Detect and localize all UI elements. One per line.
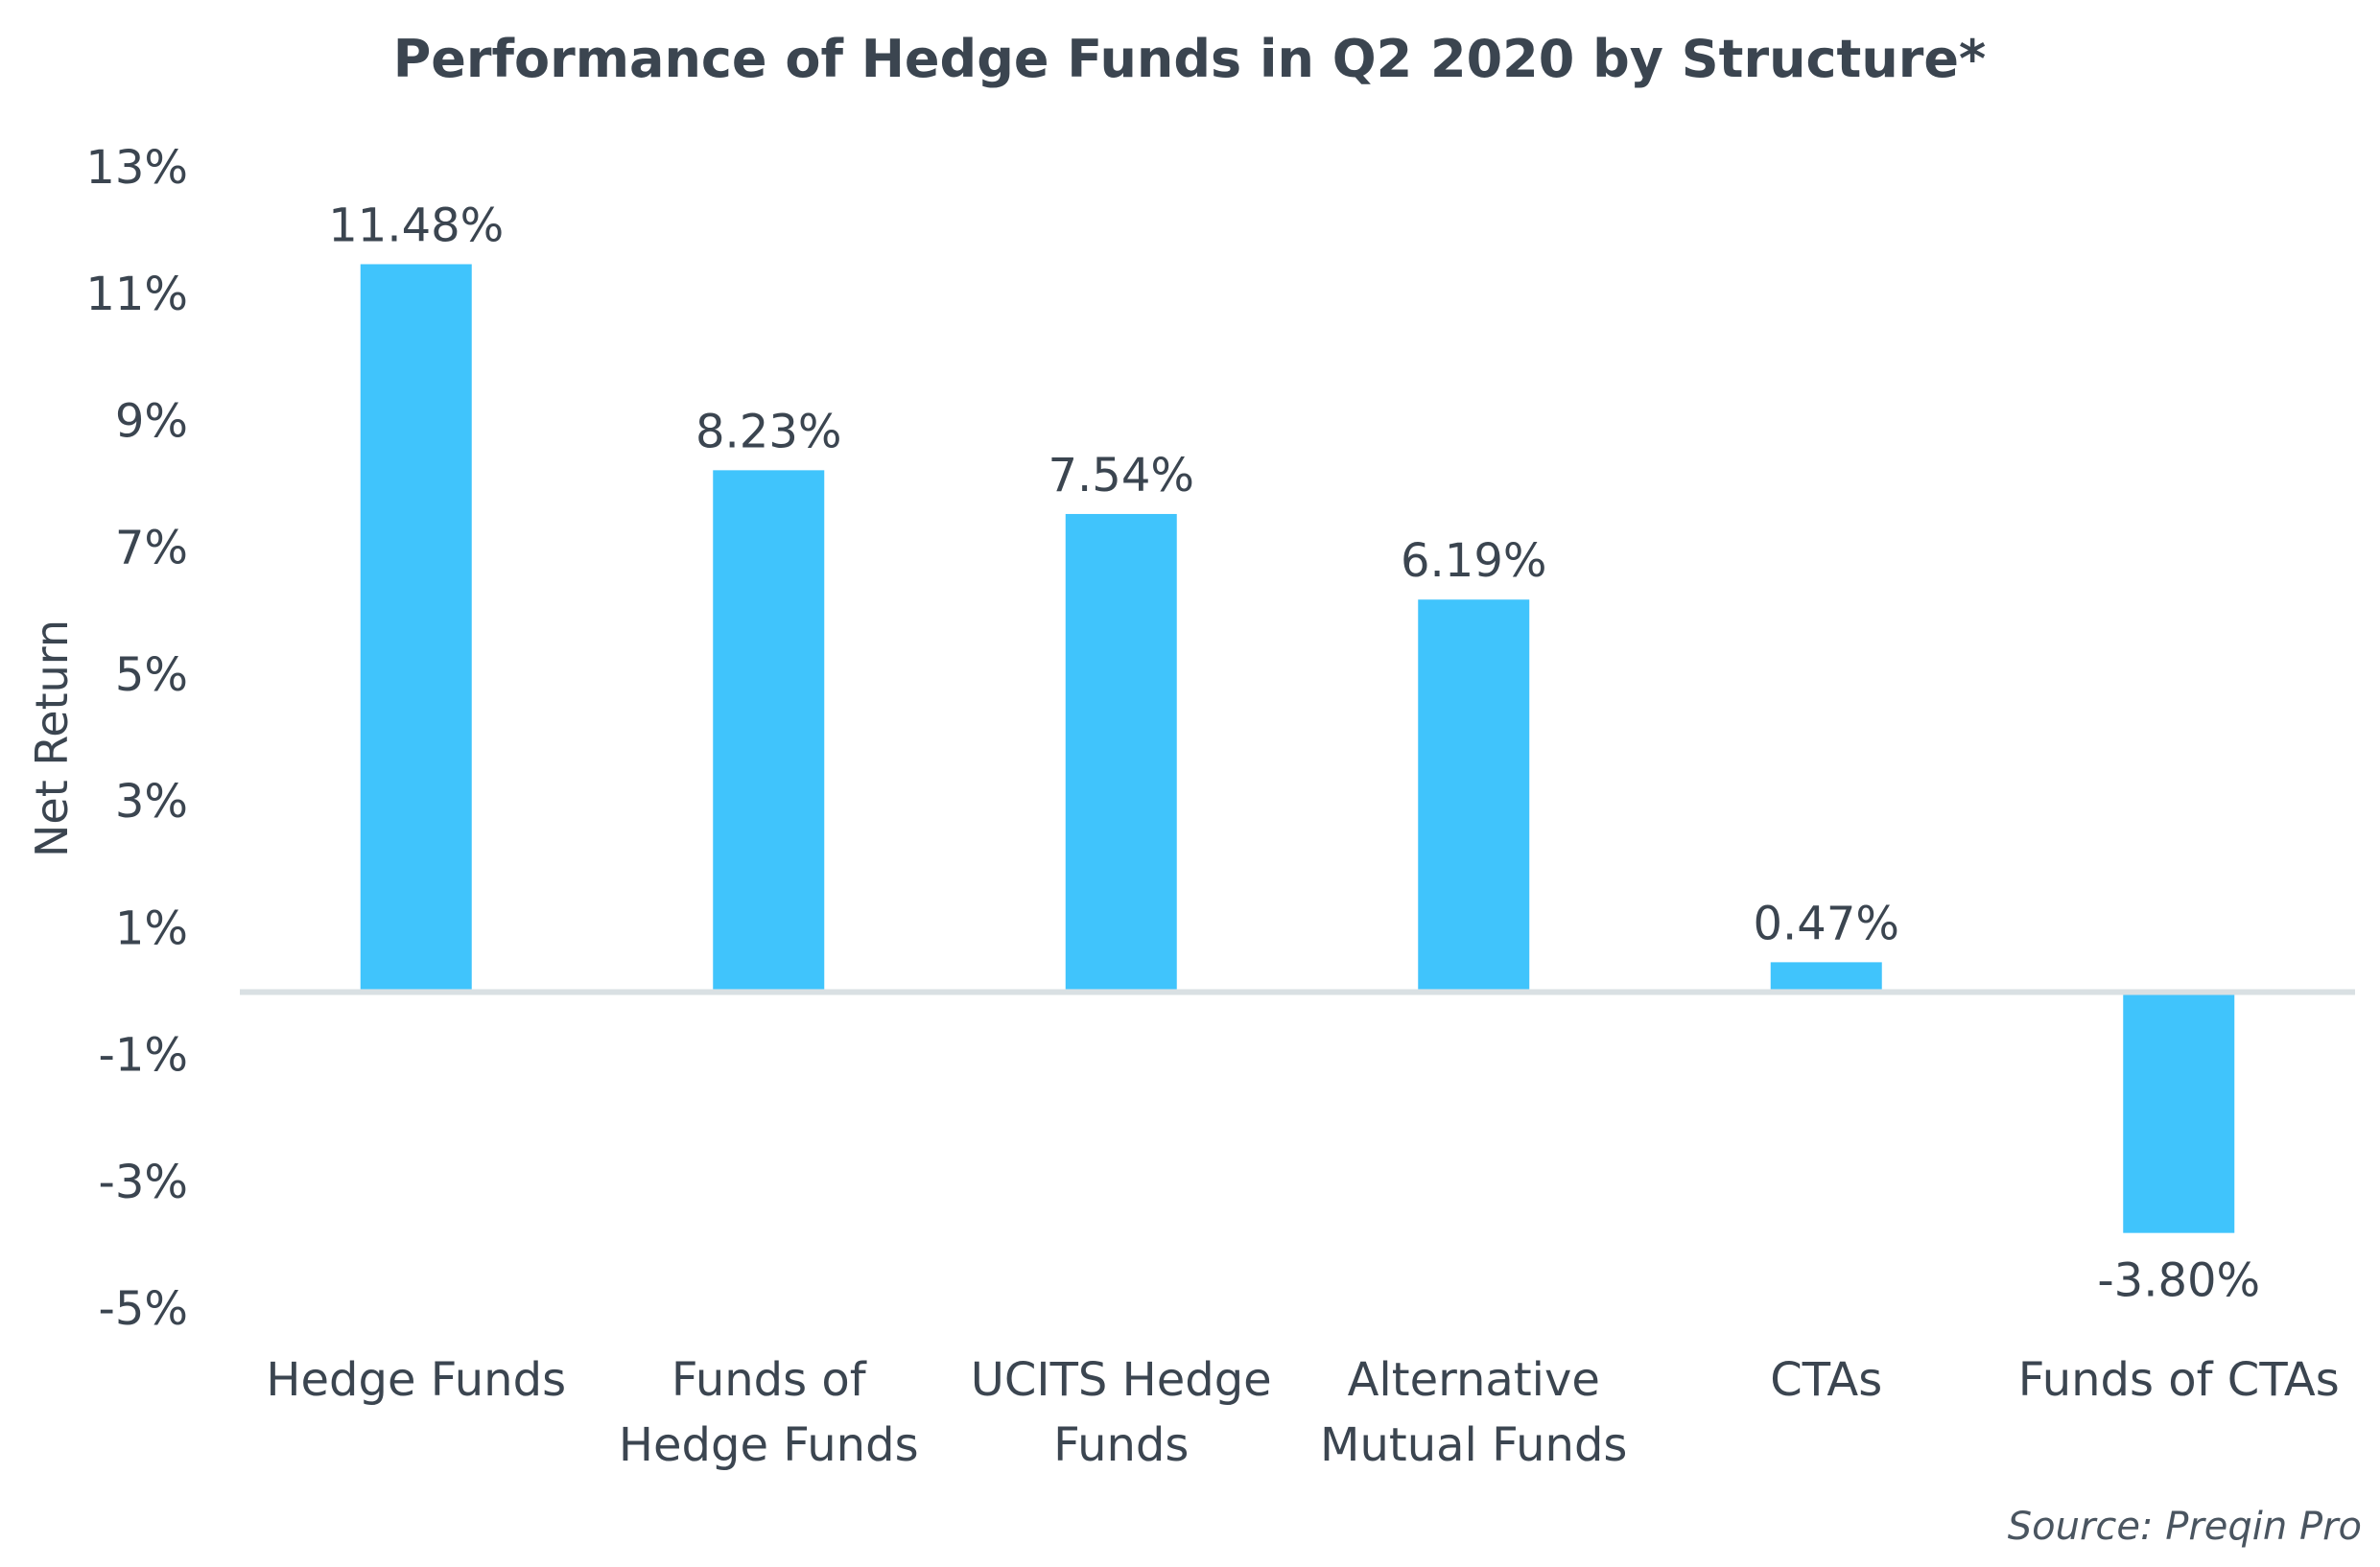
category-label: Hedge Funds bbox=[619, 1418, 919, 1472]
category-label: Alternative bbox=[1348, 1353, 1600, 1407]
source-note: Source: Preqin Pro bbox=[2008, 1505, 2362, 1549]
y-tick-label: -1% bbox=[99, 1029, 188, 1083]
y-tick-label: 3% bbox=[115, 775, 188, 829]
y-tick-label: 1% bbox=[115, 901, 188, 955]
y-tick-label: 5% bbox=[115, 648, 188, 702]
bar bbox=[713, 470, 825, 990]
bar bbox=[1418, 599, 1530, 990]
category-label: UCITS Hedge bbox=[971, 1353, 1272, 1407]
category-labels: Hedge Funds Funds of Hedge Funds UCITS Hedg… bbox=[266, 1353, 2339, 1472]
data-label: 11.48% bbox=[328, 199, 504, 252]
y-axis-ticks: 13% 11% 9% 7% 5% 3% 1% -1% -3% -5% bbox=[85, 141, 188, 1336]
data-label: 8.23% bbox=[695, 405, 841, 458]
y-tick-label: 13% bbox=[85, 141, 188, 195]
bar bbox=[2123, 994, 2235, 1233]
y-tick-label: 11% bbox=[85, 268, 188, 321]
data-label: 6.19% bbox=[1401, 534, 1546, 588]
y-tick-label: 9% bbox=[115, 394, 188, 448]
data-label: -3.80% bbox=[2097, 1254, 2260, 1308]
bar bbox=[1770, 962, 1882, 990]
y-tick-label: -5% bbox=[99, 1282, 188, 1336]
category-label: Hedge Funds bbox=[266, 1353, 566, 1407]
chart-title: Performance of Hedge Funds in Q2 2020 by… bbox=[393, 29, 1987, 89]
y-tick-label: -3% bbox=[99, 1156, 188, 1209]
data-label: 0.47% bbox=[1754, 897, 1899, 950]
category-label: CTAs bbox=[1770, 1353, 1882, 1407]
category-label: Mutual Funds bbox=[1320, 1418, 1627, 1472]
category-label: Funds of bbox=[672, 1353, 867, 1407]
category-label: Funds bbox=[1053, 1418, 1189, 1472]
category-label: Funds of CTAs bbox=[2018, 1353, 2340, 1407]
bar bbox=[1065, 513, 1177, 990]
data-labels: 11.48% 8.23% 7.54% 6.19% 0.47% -3.80% bbox=[328, 199, 2260, 1307]
y-tick-label: 7% bbox=[115, 522, 188, 575]
bars bbox=[360, 264, 2235, 1233]
y-axis-title: Net Return bbox=[26, 620, 78, 857]
bar bbox=[360, 264, 472, 990]
data-label: 7.54% bbox=[1049, 449, 1194, 503]
